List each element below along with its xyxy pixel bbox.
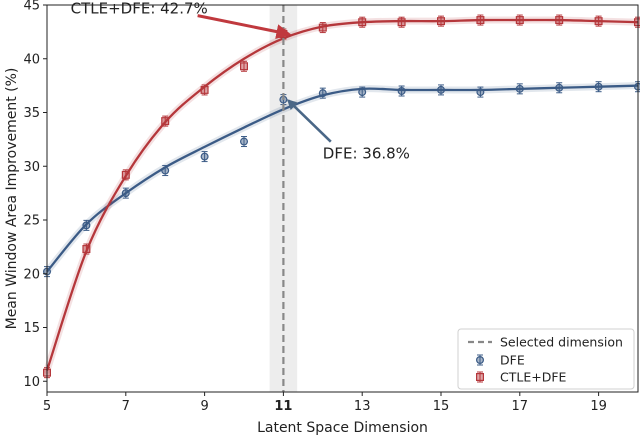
marker-circle — [358, 88, 367, 97]
annotation-arrow — [286, 99, 332, 143]
legend-label: CTLE+DFE — [500, 370, 567, 385]
annotation-arrow — [197, 14, 292, 39]
data-point — [476, 86, 485, 98]
x-tick-label: 13 — [354, 399, 371, 414]
y-tick-label: 10 — [23, 375, 40, 390]
series-dfe-line — [46, 84, 639, 273]
marker-square — [437, 17, 446, 26]
y-tick-label: 40 — [23, 52, 40, 67]
marker-circle — [200, 152, 209, 161]
x-tick-label: 5 — [43, 399, 51, 414]
data-point — [515, 14, 524, 26]
x-tick-label: 17 — [512, 399, 529, 414]
data-point — [82, 243, 91, 255]
marker-square — [161, 117, 170, 126]
marker-circle — [476, 88, 485, 97]
marker-square — [397, 18, 406, 27]
data-point — [437, 15, 446, 27]
plot-frame — [46, 4, 639, 393]
data-point — [437, 84, 446, 96]
legend-selected-label: Selected dimension — [500, 335, 623, 350]
marker-circle — [594, 82, 603, 91]
annotation-dfe: DFE: 36.8% — [286, 99, 410, 163]
marker-circle — [634, 82, 640, 91]
data-point — [82, 219, 91, 231]
y-tick-label: 15 — [23, 321, 40, 336]
x-tick-label: 19 — [590, 399, 607, 414]
legend-box — [457, 328, 635, 390]
marker-square — [240, 62, 249, 71]
data-point — [240, 60, 249, 72]
data-point — [555, 82, 564, 94]
data-point — [397, 85, 406, 97]
y-tick-label: 35 — [23, 106, 40, 121]
marker-square — [318, 23, 327, 32]
marker-square — [82, 245, 91, 254]
marker-square — [515, 16, 524, 25]
data-point — [358, 16, 367, 28]
data-point — [240, 136, 249, 148]
data-point — [200, 84, 209, 96]
data-point — [318, 87, 327, 99]
x-tick-label: 15 — [433, 399, 450, 414]
data-point — [515, 83, 524, 95]
data-point — [161, 115, 170, 127]
data-point — [161, 165, 170, 177]
marker-circle — [121, 189, 130, 198]
y-tick-label: 30 — [23, 160, 40, 175]
data-point — [594, 81, 603, 93]
marker-square — [121, 170, 130, 179]
x-tick-label: 7 — [122, 399, 130, 414]
x-tick-label: 11 — [274, 399, 292, 414]
marker-circle — [397, 86, 406, 95]
marker-circle — [555, 83, 564, 92]
data-point — [121, 187, 130, 199]
data-point — [358, 86, 367, 98]
data-point — [633, 16, 640, 28]
series-ctle-dfe — [42, 14, 640, 379]
data-point — [121, 169, 130, 181]
marker-circle — [318, 89, 327, 98]
legend-label: DFE — [500, 353, 525, 368]
annotation-text: CTLE+DFE: 42.7% — [71, 0, 208, 18]
data-point — [397, 16, 406, 28]
marker-circle — [240, 137, 249, 146]
x-axis-label: Latent Space Dimension — [257, 420, 428, 436]
marker-square — [358, 18, 367, 27]
data-point — [318, 22, 327, 34]
marker-square — [594, 17, 603, 26]
marker-circle — [515, 84, 524, 93]
marker-circle — [161, 166, 170, 175]
legend: Selected dimension DFE CTLE+DFE — [457, 328, 635, 390]
marker-square — [633, 18, 640, 27]
y-tick-label: 20 — [23, 267, 40, 282]
marker-square — [200, 85, 209, 94]
marker-circle — [437, 85, 446, 94]
annotation-ctle-dfe: CTLE+DFE: 42.7% — [71, 0, 292, 39]
y-tick-label: 45 — [23, 0, 40, 14]
legend-marker-circle — [476, 356, 485, 365]
marker-square — [476, 16, 485, 25]
marker-circle — [82, 221, 91, 230]
annotation-text: DFE: 36.8% — [323, 145, 410, 163]
data-point — [200, 151, 209, 163]
y-tick-label: 25 — [23, 214, 40, 229]
y-axis-label: Mean Window Area Improvement (%) — [4, 68, 20, 330]
marker-square — [555, 16, 564, 25]
data-point — [555, 14, 564, 26]
data-point — [594, 15, 603, 27]
data-point — [476, 14, 485, 26]
x-tick-label: 9 — [200, 399, 208, 414]
legend-marker-square — [476, 373, 485, 382]
